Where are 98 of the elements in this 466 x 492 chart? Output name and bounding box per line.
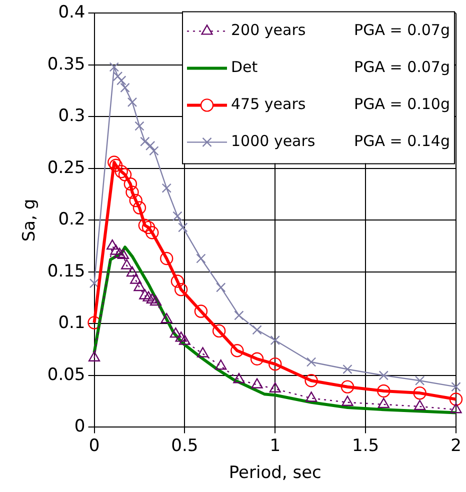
point <box>170 274 184 288</box>
point <box>377 384 390 398</box>
point <box>127 97 138 108</box>
point <box>251 378 263 388</box>
point <box>162 183 172 193</box>
point <box>172 211 182 221</box>
point <box>129 194 142 208</box>
point <box>106 239 118 250</box>
x-tick-label: 1 <box>270 436 281 456</box>
point <box>451 382 461 392</box>
point <box>449 392 463 406</box>
point <box>114 248 126 258</box>
point <box>134 280 146 292</box>
point <box>250 352 264 366</box>
point <box>117 248 129 259</box>
point <box>216 282 226 292</box>
point <box>342 364 352 374</box>
point <box>142 220 156 234</box>
y-tick-label: 0.15 <box>47 261 86 282</box>
point <box>160 312 172 324</box>
point <box>252 325 262 335</box>
annotation: PGA = 0.10g <box>354 95 450 114</box>
point <box>121 259 133 270</box>
point <box>304 374 318 388</box>
point <box>269 382 281 393</box>
point <box>140 136 150 146</box>
point <box>160 252 174 266</box>
point <box>145 140 156 151</box>
point <box>174 282 188 296</box>
point <box>116 76 126 86</box>
point <box>340 380 354 394</box>
point <box>120 82 130 93</box>
legend-label: 200 years <box>231 21 306 40</box>
point <box>178 222 188 232</box>
point <box>178 334 190 345</box>
point <box>132 201 146 214</box>
y-tick-label: 0.1 <box>58 313 86 334</box>
y-tick-label: 0.3 <box>58 106 86 126</box>
legend-label: Det <box>231 58 258 76</box>
point <box>230 344 244 358</box>
point <box>124 177 138 191</box>
point <box>134 121 144 131</box>
point <box>342 396 354 406</box>
point <box>146 293 158 304</box>
point <box>378 370 388 380</box>
x-axis-title: Period, sec <box>228 463 322 484</box>
y-tick-label: 0.05 <box>47 364 86 385</box>
point <box>114 164 128 178</box>
point <box>109 158 123 172</box>
point <box>234 310 244 320</box>
legend-label: 1000 years <box>231 132 316 150</box>
point <box>146 226 159 240</box>
y-tick-label: 0.25 <box>47 158 86 178</box>
x-tick-label: 0.5 <box>171 436 198 456</box>
point <box>270 335 280 346</box>
point <box>88 351 100 362</box>
y-tick-label: 0.2 <box>58 210 86 230</box>
point <box>89 278 100 288</box>
point <box>212 324 226 338</box>
point <box>110 244 122 255</box>
annotation: PGA = 0.07g <box>354 21 450 40</box>
point <box>118 168 132 182</box>
point <box>414 400 426 410</box>
point <box>112 71 123 82</box>
y-axis-title: Sa, g <box>20 198 40 242</box>
point <box>142 291 154 302</box>
point <box>215 360 227 370</box>
x-tick-label: 0 <box>88 436 100 456</box>
point <box>138 218 152 232</box>
point <box>306 357 316 367</box>
point <box>196 347 209 358</box>
point <box>306 392 318 402</box>
point <box>149 146 159 156</box>
point <box>126 186 139 199</box>
y-tick-label: 0.4 <box>58 2 86 23</box>
point <box>414 376 425 386</box>
point <box>378 398 390 408</box>
point <box>139 289 151 300</box>
point <box>130 274 142 284</box>
point <box>108 156 121 169</box>
annotation: PGA = 0.14g <box>354 132 450 150</box>
annotation: PGA = 0.07g <box>354 58 450 76</box>
y-tick-label: 0 <box>74 416 86 437</box>
point <box>196 254 206 264</box>
point <box>268 357 282 371</box>
point <box>150 295 162 306</box>
point <box>175 332 187 342</box>
point <box>194 304 208 318</box>
point <box>233 372 245 384</box>
x-tick-label: 1.5 <box>352 436 380 456</box>
point <box>126 266 138 277</box>
y-tick-label: 0.35 <box>47 54 86 74</box>
x-tick-label: 2 <box>450 436 462 456</box>
point <box>109 62 119 72</box>
legend-label: 475 years <box>231 95 306 114</box>
point <box>413 386 426 400</box>
point <box>170 327 182 338</box>
point <box>450 403 462 414</box>
